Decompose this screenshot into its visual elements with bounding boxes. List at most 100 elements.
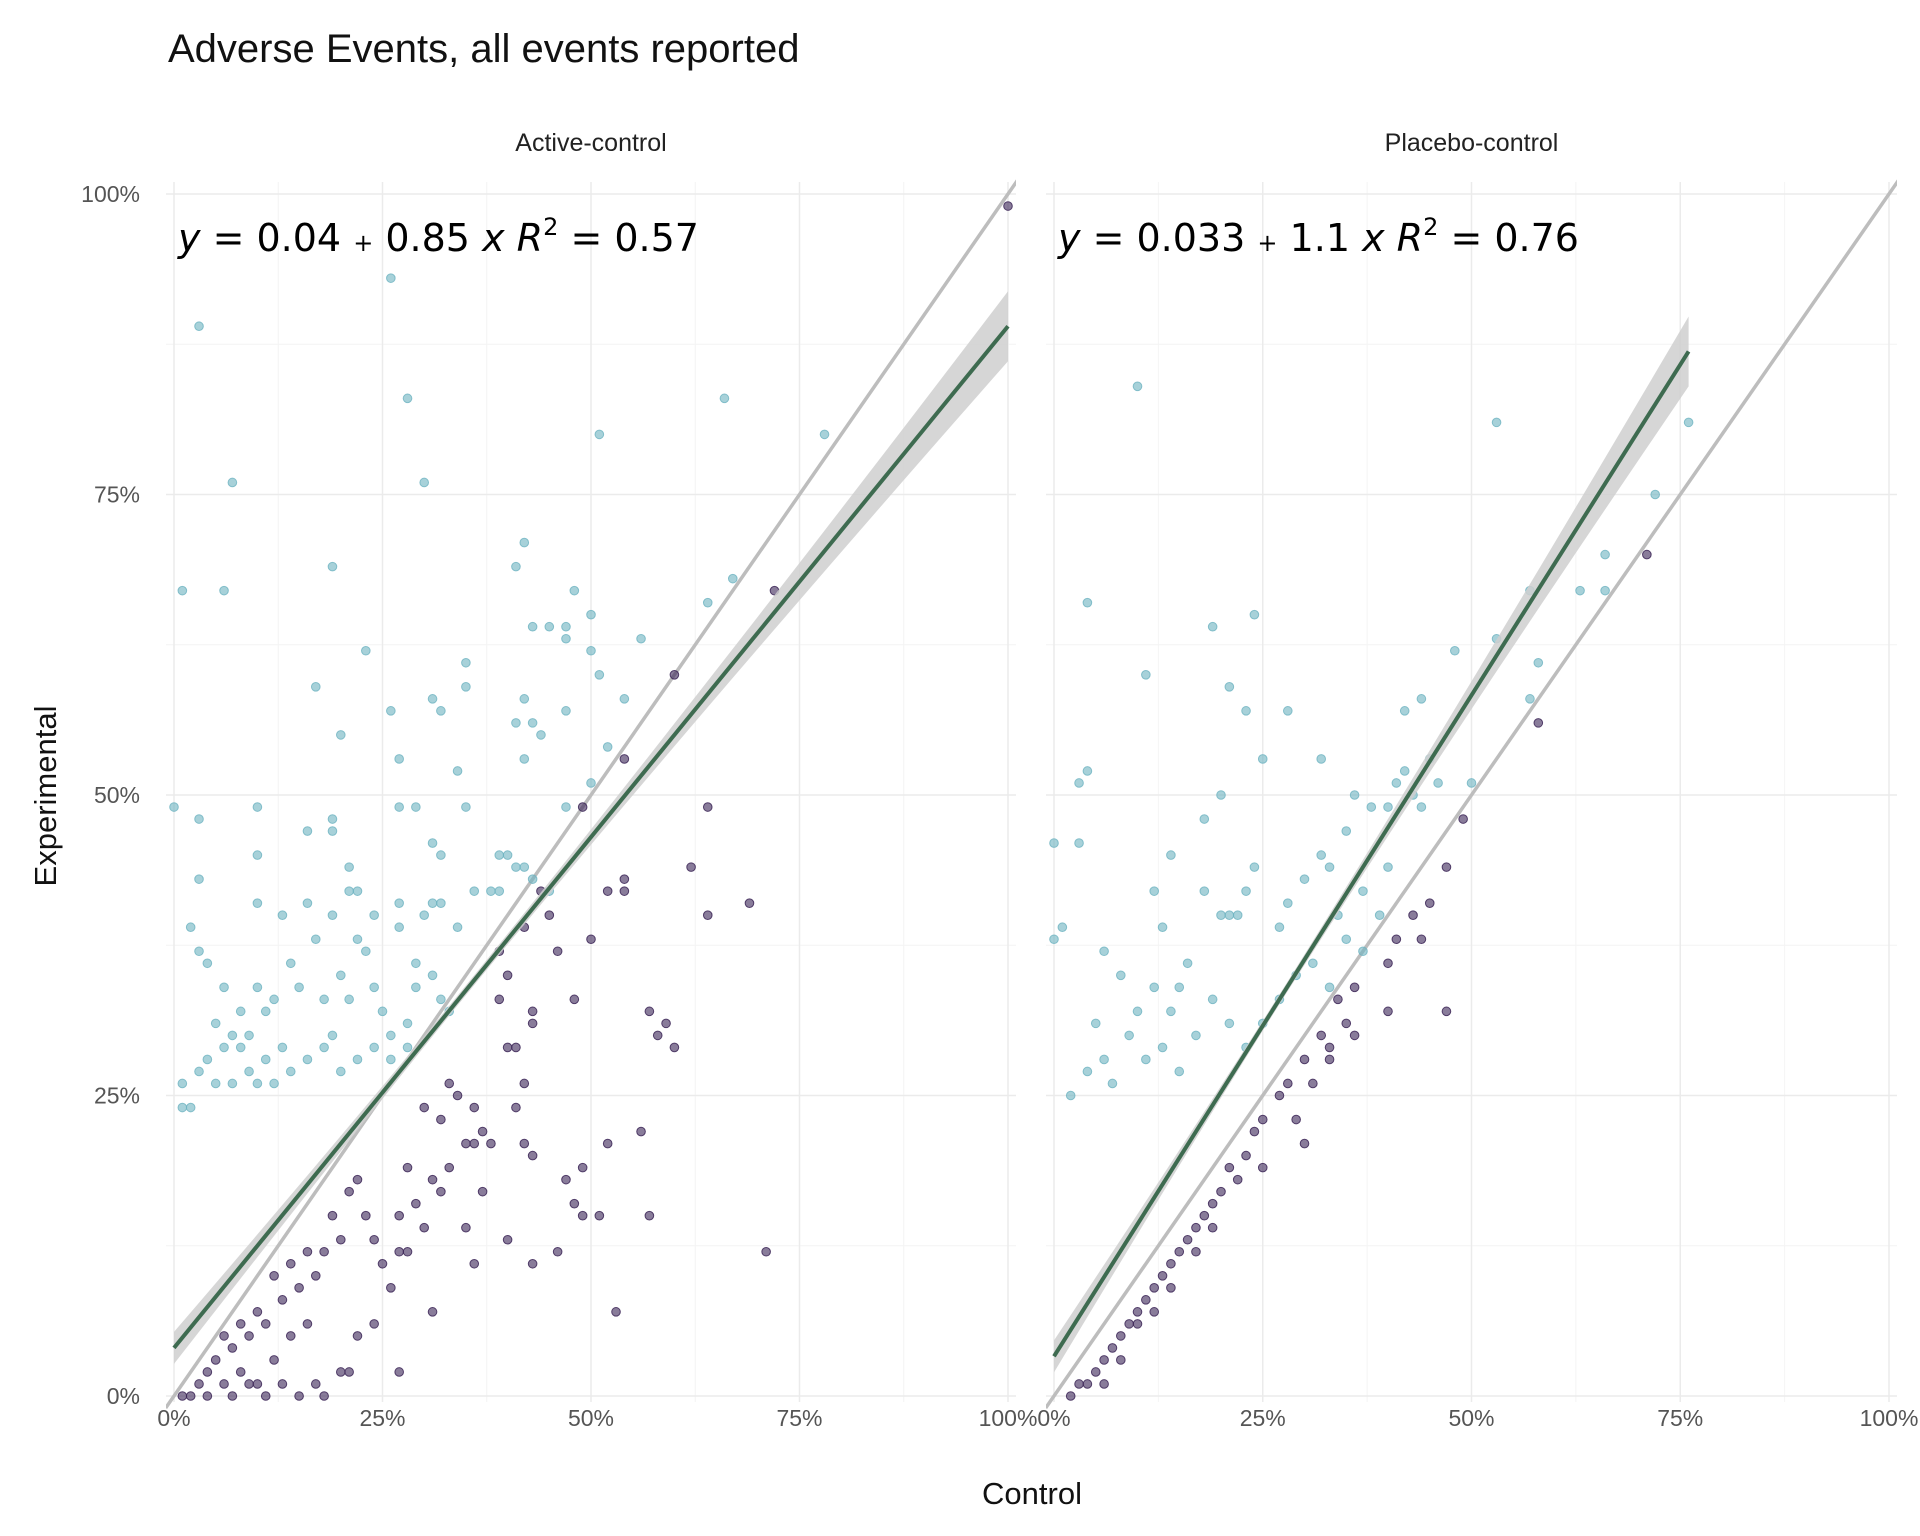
data-point <box>1433 778 1443 788</box>
data-point <box>602 1138 613 1149</box>
data-point <box>194 946 204 957</box>
data-point <box>202 1367 213 1377</box>
data-point <box>1107 1078 1118 1089</box>
data-point <box>1274 1090 1285 1101</box>
data-point <box>361 946 371 957</box>
data-point <box>285 1258 296 1269</box>
data-point <box>260 1319 271 1329</box>
data-point <box>219 1379 229 1389</box>
data-point <box>436 850 446 860</box>
data-point <box>1283 1078 1293 1089</box>
data-point <box>586 609 596 620</box>
data-point <box>552 1246 563 1257</box>
data-point <box>469 886 480 896</box>
data-point <box>461 802 471 812</box>
data-point <box>244 1379 254 1389</box>
data-point <box>436 1186 446 1197</box>
fit-line <box>172 324 1010 1350</box>
data-point <box>1241 886 1251 896</box>
data-point <box>369 1319 379 1329</box>
data-point <box>502 1042 513 1053</box>
data-point <box>427 838 438 848</box>
data-point <box>452 1090 463 1101</box>
data-point <box>444 1162 455 1173</box>
data-point <box>611 1307 621 1317</box>
points-above <box>169 273 830 1113</box>
data-point <box>561 621 571 632</box>
data-point <box>1099 1355 1109 1365</box>
data-point <box>1132 381 1143 392</box>
data-point <box>427 1307 438 1317</box>
data-point <box>344 1367 354 1377</box>
data-point <box>436 1114 446 1125</box>
data-point <box>644 1006 655 1017</box>
panel-strip-label: Active-control <box>515 129 666 157</box>
data-point <box>277 1295 288 1305</box>
y-tick-label: 75% <box>94 482 140 508</box>
data-point <box>577 1162 588 1173</box>
data-point <box>185 922 196 933</box>
data-point <box>719 393 730 404</box>
data-point <box>327 561 338 572</box>
data-point <box>702 910 713 921</box>
data-point <box>319 1391 329 1401</box>
data-point <box>219 982 229 993</box>
data-point <box>1182 958 1193 969</box>
data-point <box>235 1042 246 1053</box>
data-point <box>227 1078 238 1089</box>
data-point <box>744 898 755 908</box>
data-point <box>1399 766 1410 776</box>
data-point <box>469 1138 480 1149</box>
data-point <box>1341 934 1352 945</box>
data-point <box>1224 910 1235 921</box>
data-point <box>1132 1307 1143 1317</box>
x-tick-label: 0% <box>1037 1405 1070 1431</box>
data-point <box>327 1030 338 1041</box>
data-point <box>1283 706 1293 716</box>
data-point <box>1166 1258 1176 1269</box>
data-point <box>1450 645 1460 656</box>
data-point <box>244 1030 254 1041</box>
data-point <box>194 321 204 332</box>
data-point <box>310 682 321 692</box>
data-point <box>327 910 338 921</box>
data-point <box>561 706 571 716</box>
data-point <box>352 1174 363 1185</box>
data-point <box>1650 489 1660 500</box>
data-point <box>402 1042 413 1053</box>
data-point <box>1157 922 1168 933</box>
data-point <box>210 1018 221 1029</box>
data-point <box>461 1222 471 1233</box>
data-point <box>1416 694 1427 704</box>
data-point <box>1216 790 1226 800</box>
data-point <box>1299 1138 1310 1149</box>
data-point <box>1257 1114 1268 1125</box>
data-point <box>602 886 613 896</box>
data-point <box>502 970 513 981</box>
data-point <box>1683 417 1694 428</box>
data-point <box>244 1331 254 1341</box>
data-point <box>202 1054 213 1065</box>
data-point <box>344 1186 354 1197</box>
data-point <box>402 1162 413 1173</box>
data-point <box>511 1042 521 1053</box>
points-above <box>1049 381 1694 1101</box>
data-point <box>227 1391 238 1401</box>
data-point <box>411 982 421 993</box>
data-point <box>394 922 404 933</box>
data-point <box>1333 994 1343 1005</box>
data-point <box>1124 1319 1134 1329</box>
data-point <box>427 1174 438 1185</box>
data-point <box>1107 1343 1118 1353</box>
data-point <box>519 754 530 764</box>
data-point <box>594 670 605 680</box>
data-point <box>310 1379 321 1389</box>
data-point <box>486 886 496 896</box>
x-tick-label: 50% <box>568 1405 614 1431</box>
data-point <box>227 1343 238 1353</box>
data-point <box>636 1126 646 1137</box>
data-point <box>310 1271 321 1281</box>
data-point <box>536 730 546 740</box>
data-point <box>494 994 505 1005</box>
data-point <box>452 922 463 933</box>
